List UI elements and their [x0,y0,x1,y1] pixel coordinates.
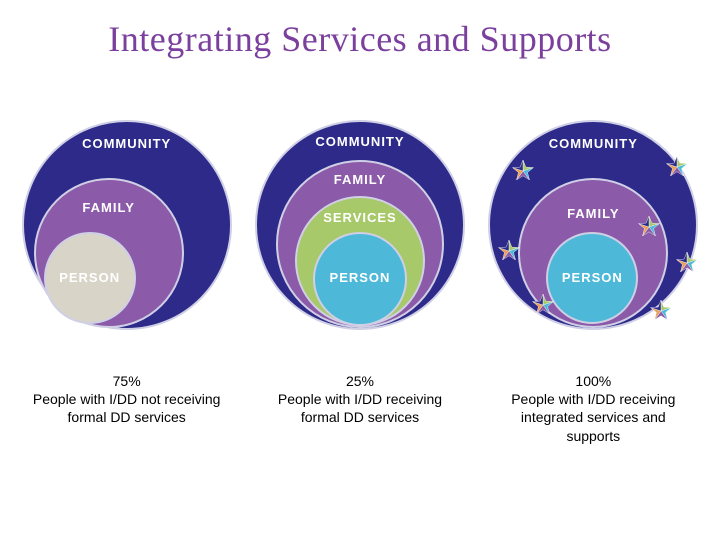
page-title: Integrating Services and Supports [0,0,720,60]
ring-label: PERSON [330,270,391,285]
ring-label: PERSON [59,270,120,285]
star-icon [666,156,688,178]
star-icon [650,300,672,322]
diagram-panel: COMMUNITY FAMILY PERSON 100%People with I/D… [483,120,703,445]
star-icon [512,160,534,182]
ring-person: PERSON [546,232,638,324]
caption-text: People with I/DD receiving integrated se… [511,391,675,443]
star-icon [498,240,520,262]
caption-text: People with I/DD receiving formal DD ser… [278,391,442,425]
ring-person: PERSON [313,232,407,326]
ring-label: COMMUNITY [549,136,638,151]
ring-label: PERSON [562,270,623,285]
ring-label: FAMILY [82,200,134,215]
nested-circle-diagram: COMMUNITY FAMILY PERSON [488,120,698,330]
caption-percent: 25% [265,372,455,390]
ring-label: FAMILY [567,206,619,221]
ring-label: COMMUNITY [82,136,171,151]
diagram-caption: 100%People with I/DD receiving integrate… [498,372,688,445]
caption-percent: 75% [32,372,222,390]
caption-text: People with I/DD not receiving formal DD… [33,391,221,425]
ring-label: FAMILY [334,172,386,187]
star-icon [532,294,554,316]
diagram-caption: 75%People with I/DD not receiving formal… [32,372,222,427]
star-icon [676,252,698,274]
nested-circle-diagram: COMMUNITY FAMILY PERSON [22,120,232,330]
diagram-row: COMMUNITYFAMILYPERSON75%People with I/DD… [0,120,720,445]
nested-circle-diagram: COMMUNITY FAMILY SERVICES PERSON [255,120,465,330]
ring-person: PERSON [44,232,136,324]
ring-label: SERVICES [323,210,397,225]
diagram-panel: COMMUNITY FAMILY SERVICES PERSON 25%People w… [250,120,470,427]
star-icon [638,216,660,238]
diagram-caption: 25%People with I/DD receiving formal DD … [265,372,455,427]
caption-percent: 100% [498,372,688,390]
ring-label: COMMUNITY [315,134,404,149]
diagram-panel: COMMUNITY FAMILY PERSON 75%People with I/DD… [17,120,237,427]
